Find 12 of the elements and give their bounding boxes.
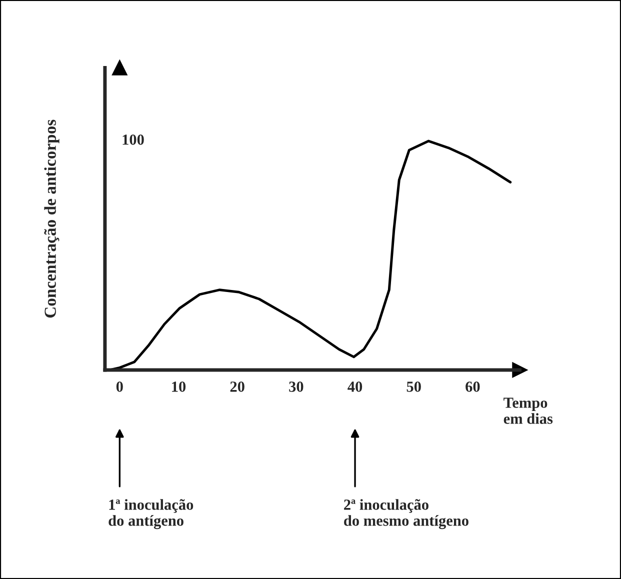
x-tick-label: 10	[172, 382, 186, 392]
text: 2ª inoculação do mesmo antígeno	[344, 499, 468, 530]
x-tick-label: 60	[466, 382, 480, 392]
x-tick-label: 40	[348, 382, 362, 392]
x-tick-label: 50	[406, 382, 421, 392]
text: 1ª inoculação do antígeno	[108, 499, 194, 530]
x-tick-label: 20	[230, 382, 244, 392]
y-axis-title: Concentração de anticorpos	[44, 120, 60, 318]
x-tick-label: 30	[289, 382, 304, 392]
annotation: 100	[122, 134, 144, 145]
x-axis-title: Tempo em dias	[504, 398, 553, 424]
x-tick-label: 0	[116, 382, 123, 392]
